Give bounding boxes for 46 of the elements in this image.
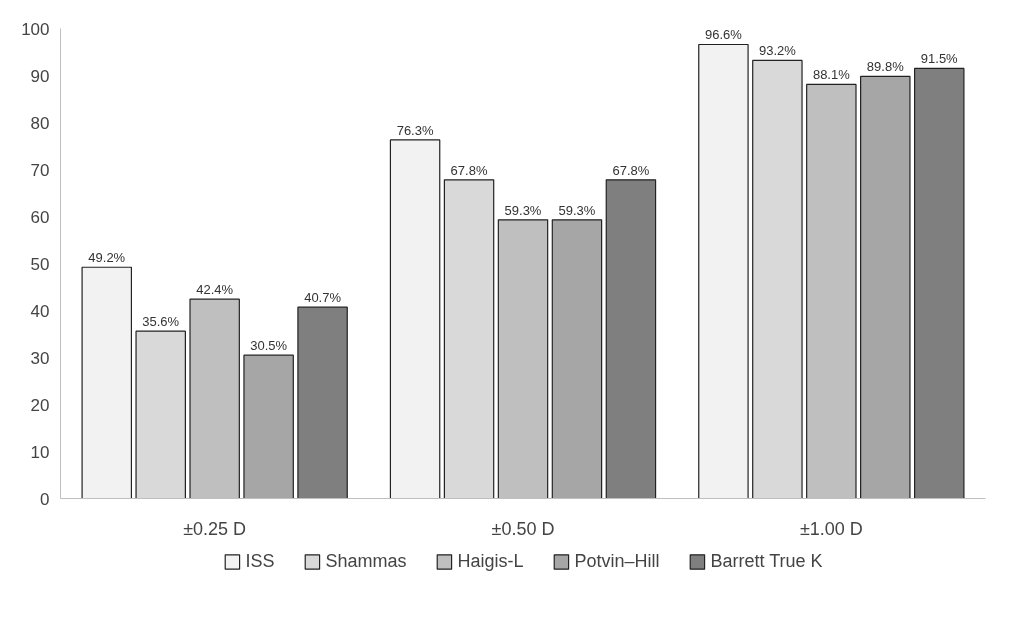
bar xyxy=(297,306,348,499)
legend-label: Potvin–Hill xyxy=(574,550,660,572)
x-tick-label: ±0.25 D xyxy=(183,518,247,539)
y-tick-label: 40 xyxy=(30,301,50,321)
data-label: 49.2% xyxy=(88,250,126,266)
bar xyxy=(443,179,495,499)
legend-label: Barrett True K xyxy=(710,550,823,572)
data-label: 67.8% xyxy=(450,162,488,178)
legend-label: ISS xyxy=(245,550,275,572)
y-tick-label: 70 xyxy=(30,160,50,180)
bar xyxy=(698,43,749,499)
data-label: 67.8% xyxy=(612,162,650,178)
bar xyxy=(243,354,294,499)
legend-label: Haigis-L xyxy=(457,550,524,572)
x-tick-label: ±1.00 D xyxy=(799,518,863,539)
data-label: 42.4% xyxy=(196,282,234,298)
data-label: 35.6% xyxy=(142,314,180,330)
data-label: 96.6% xyxy=(704,27,743,43)
bar xyxy=(135,330,186,499)
y-tick-label: 30 xyxy=(30,348,50,368)
data-label: 30.5% xyxy=(250,338,288,354)
y-tick-label: 10 xyxy=(30,442,50,462)
data-label: 59.3% xyxy=(504,202,542,218)
data-label: 89.8% xyxy=(866,59,905,75)
y-tick-label: 80 xyxy=(30,113,50,133)
bar xyxy=(389,139,441,499)
y-tick-label: 60 xyxy=(30,207,50,227)
y-tick-label: 0 xyxy=(40,489,50,509)
data-label: 88.1% xyxy=(812,67,851,83)
bar xyxy=(81,266,133,499)
y-tick-label: 20 xyxy=(30,395,50,415)
data-label: 40.7% xyxy=(304,290,342,306)
y-tick-label: 90 xyxy=(30,66,50,86)
bar xyxy=(605,179,657,499)
data-label: 93.2% xyxy=(758,43,797,59)
y-tick-label: 100 xyxy=(21,19,50,39)
bar xyxy=(752,59,803,499)
y-tick-label: 50 xyxy=(30,254,50,274)
x-tick-label: ±0.50 D xyxy=(491,518,555,539)
legend-label: Shammas xyxy=(325,550,407,572)
data-label: 91.5% xyxy=(920,51,959,67)
bar xyxy=(913,67,965,499)
bar xyxy=(860,75,911,499)
data-label: 59.3% xyxy=(558,202,596,218)
data-label: 76.3% xyxy=(396,122,434,138)
bar xyxy=(551,219,603,499)
